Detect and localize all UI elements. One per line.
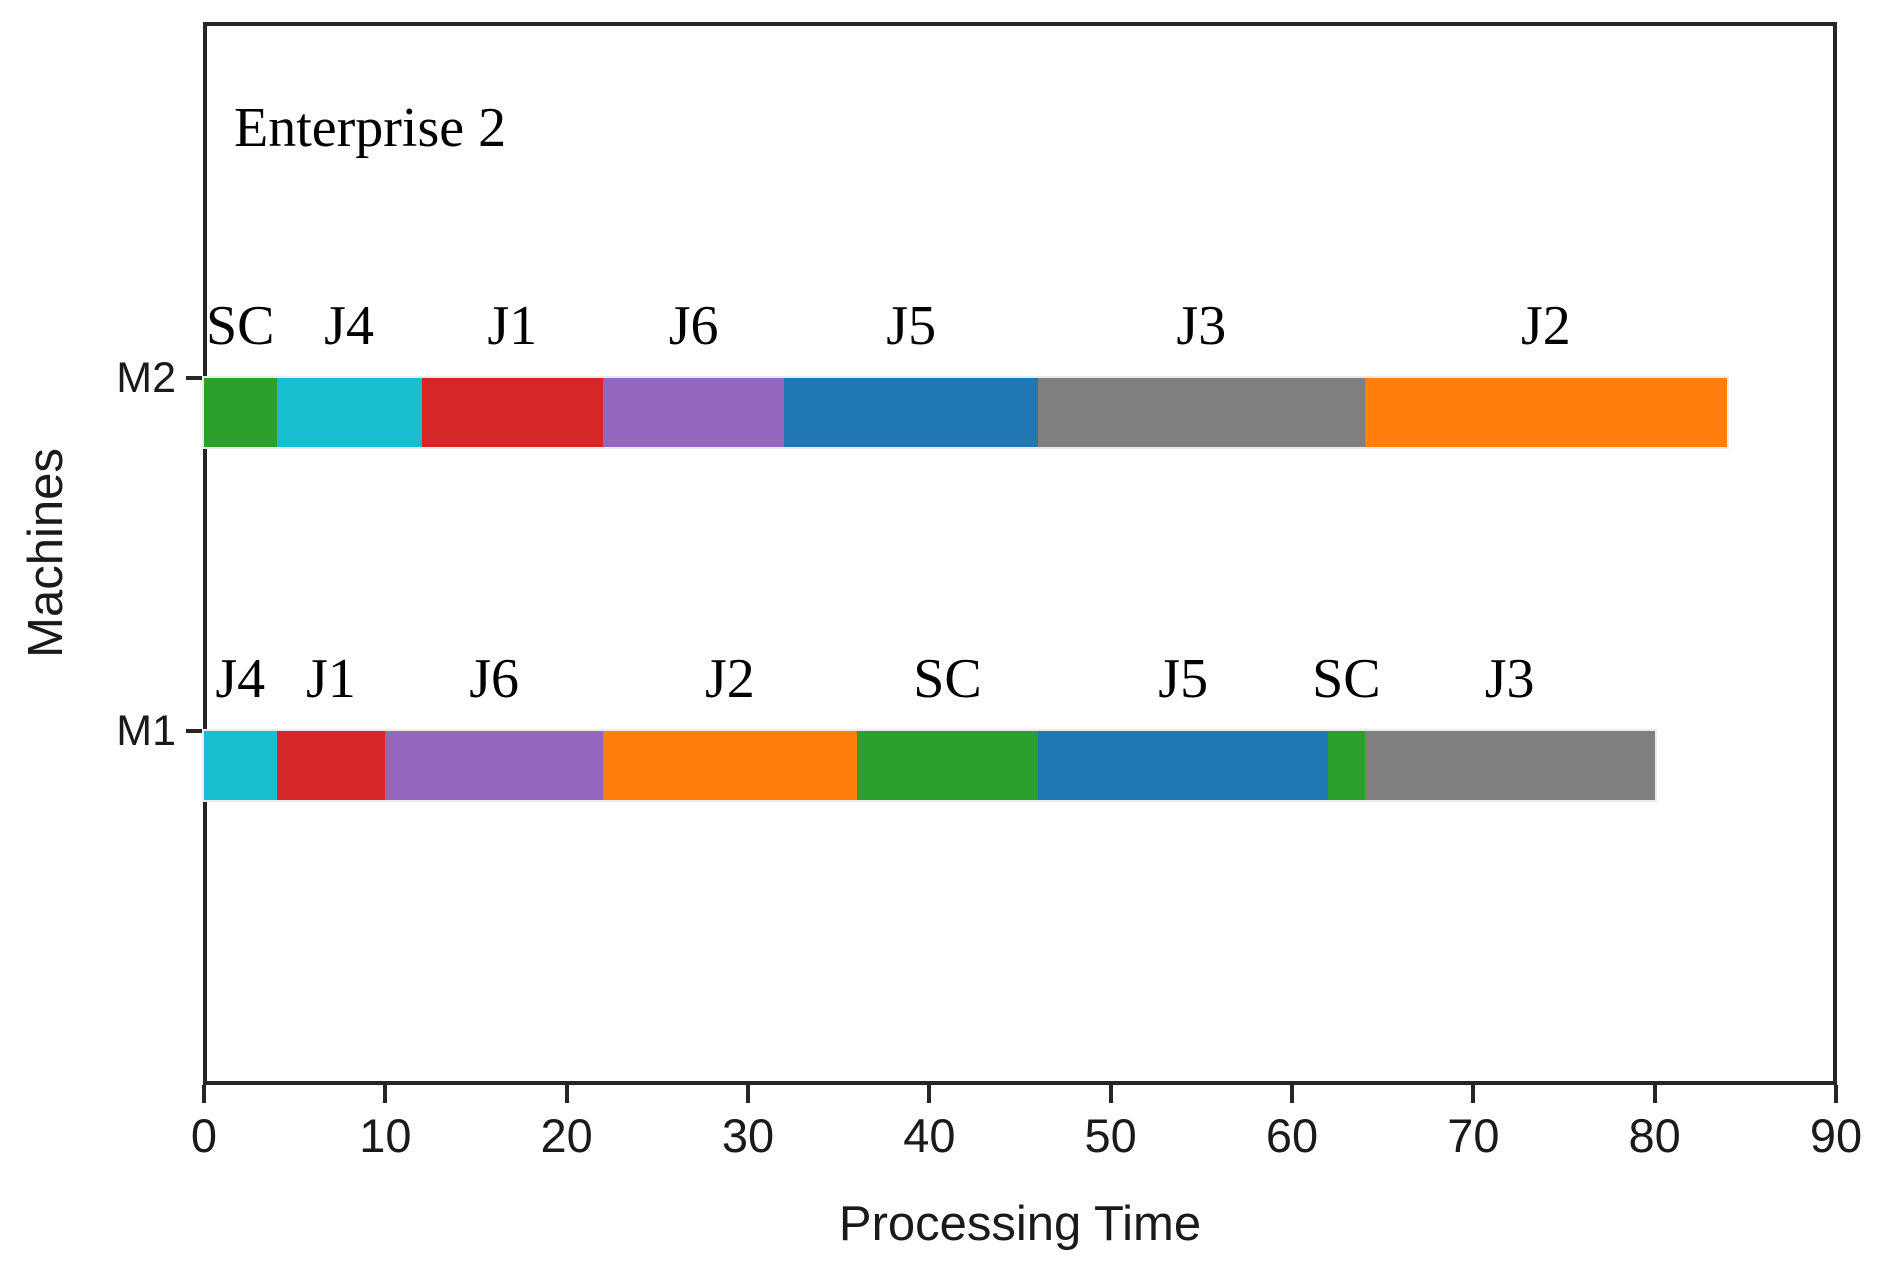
- y-tick-label-m2: M2: [116, 354, 176, 402]
- y-tick-mark-m1: [186, 729, 202, 733]
- segment-label-m1-sc: SC: [913, 648, 982, 710]
- x-tick-mark-40: [927, 1085, 932, 1103]
- segment-label-m2-sc: SC: [206, 295, 275, 357]
- segment-label-m1-sc: SC: [1312, 648, 1381, 710]
- x-tick-label-70: 70: [1447, 1109, 1500, 1162]
- segment-label-m2-j3: J3: [1176, 295, 1227, 357]
- gantt-segment-m2-j1: [421, 378, 603, 447]
- x-tick-mark-80: [1652, 1085, 1657, 1103]
- gantt-segment-m1-j4: [204, 731, 277, 800]
- segment-label-m1-j4: J4: [215, 648, 266, 710]
- gantt-segment-m2-j2: [1364, 378, 1728, 447]
- gantt-segment-m1-sc: [1328, 731, 1365, 800]
- segment-label-m2-j5: J5: [886, 295, 937, 357]
- gantt-segment-m1-j3: [1364, 731, 1655, 800]
- y-tick-mark-m2: [186, 376, 202, 380]
- x-tick-label-0: 0: [190, 1109, 218, 1162]
- x-tick-mark-30: [746, 1085, 750, 1103]
- segment-label-m2-j1: J1: [487, 295, 538, 357]
- x-tick-mark-60: [1290, 1085, 1294, 1103]
- gantt-segment-m2-j6: [602, 378, 785, 447]
- gantt-segment-m2-sc: [204, 378, 277, 447]
- x-tick-label-30: 30: [721, 1109, 775, 1162]
- y-tick-label-m1: M1: [116, 707, 176, 755]
- x-tick-mark-90: [1834, 1085, 1838, 1103]
- x-tick-label-40: 40: [903, 1109, 956, 1162]
- x-tick-label-20: 20: [540, 1109, 593, 1162]
- gantt-segment-m1-j2: [602, 731, 857, 800]
- x-tick-label-60: 60: [1265, 1109, 1319, 1162]
- segment-label-m1-j3: J3: [1484, 648, 1535, 710]
- gantt-segment-m1-j6: [385, 731, 603, 800]
- segment-label-m1-j1: J1: [306, 648, 356, 710]
- chart-title: Enterprise 2: [234, 97, 507, 159]
- gantt-segment-m2-j5: [784, 378, 1039, 447]
- segment-label-m1-j2: J2: [704, 648, 755, 710]
- x-tick-label-80: 80: [1628, 1109, 1681, 1162]
- x-tick-mark-20: [564, 1085, 569, 1103]
- x-tick-label-10: 10: [359, 1109, 412, 1162]
- x-tick-label-90: 90: [1809, 1109, 1863, 1162]
- segment-label-m2-j6: J6: [668, 295, 719, 357]
- machine-bar-m1: [204, 731, 1655, 800]
- gantt-segment-m2-j3: [1038, 378, 1365, 447]
- gantt-segment-m2-j4: [276, 378, 422, 447]
- segment-label-m1-j6: J6: [469, 648, 520, 710]
- gantt-segment-m1-j1: [276, 731, 386, 800]
- y-axis-title: Machines: [19, 448, 73, 658]
- x-tick-mark-50: [1108, 1085, 1113, 1103]
- plot-area: SC J4 J1 J6 J5 J3 J2 J4 J1 J6 J2 SC J5 SC J3: [203, 22, 1837, 1085]
- gantt-segment-m1-j5: [1038, 731, 1329, 800]
- segment-label-m1-j5: J5: [1158, 648, 1209, 710]
- segment-label-m2-j4: J4: [324, 295, 374, 357]
- x-tick-mark-10: [383, 1085, 388, 1103]
- machine-bar-m2: [204, 378, 1728, 447]
- x-tick-label-50: 50: [1084, 1109, 1137, 1162]
- gantt-segment-m1-sc: [856, 731, 1039, 800]
- x-axis-title: Processing Time: [838, 1197, 1202, 1251]
- segment-label-m2-j2: J2: [1520, 295, 1571, 357]
- x-tick-mark-70: [1471, 1085, 1476, 1103]
- x-tick-mark-0: [202, 1085, 206, 1103]
